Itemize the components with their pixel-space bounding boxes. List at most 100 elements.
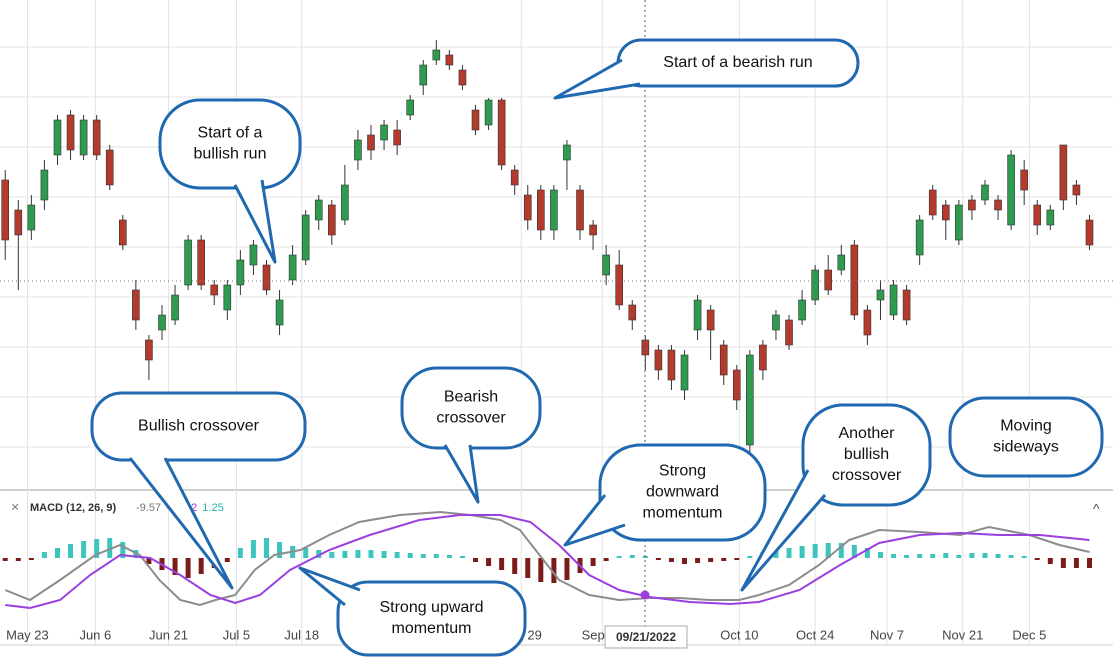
candle-body [210, 284, 219, 296]
histogram-bar [838, 543, 844, 558]
histogram-bar [1073, 558, 1079, 568]
candle-body [184, 239, 192, 286]
histogram-bar [538, 558, 544, 582]
histogram-bar [721, 558, 727, 561]
callout-tail [298, 566, 361, 607]
histogram-bar [28, 558, 34, 560]
callout-text: momentum [642, 505, 722, 522]
histogram-bar [316, 550, 322, 558]
close-icon[interactable]: × [11, 499, 19, 515]
candle-body [837, 254, 846, 271]
histogram-bar [263, 538, 269, 558]
candle-body [40, 169, 49, 201]
histogram-bar [172, 558, 178, 575]
histogram-bar [1034, 558, 1040, 560]
histogram-bar [1008, 555, 1014, 558]
candle-body [863, 309, 872, 336]
histogram-bar [995, 554, 1001, 558]
x-tick-label: Oct 24 [796, 627, 834, 642]
candle-body [79, 119, 88, 156]
collapse-icon[interactable]: ^ [1093, 501, 1100, 517]
histogram-bar [629, 555, 635, 558]
candle-body [158, 314, 166, 331]
candle-body [550, 189, 558, 231]
candle-body [223, 284, 232, 311]
candle-body [941, 204, 950, 221]
histogram-bar [1021, 556, 1027, 558]
candle-body [1020, 169, 1028, 191]
histogram-bar [407, 553, 413, 558]
histogram-bar [277, 542, 283, 558]
macd-line [4, 510, 1090, 607]
callout-text: sideways [993, 439, 1059, 456]
crosshair-date: 09/21/2022 [604, 625, 688, 649]
histogram-bar [420, 554, 426, 558]
candle-body [968, 199, 976, 211]
candle-body [628, 304, 637, 321]
callout-text: Strong upward [379, 599, 483, 616]
histogram-bar [107, 538, 113, 558]
macd-readout: -9.57 [136, 502, 161, 514]
candle-body [288, 254, 297, 281]
callout-text: crossover [832, 467, 902, 484]
callout-text: downward [646, 484, 719, 501]
candle-body [236, 259, 245, 286]
candle-body [66, 114, 75, 151]
callout-text: Another [838, 425, 895, 442]
candle-body [367, 134, 375, 151]
candle-body [118, 219, 127, 246]
candle-body [432, 49, 441, 61]
candle-body [341, 184, 349, 221]
callout-text: bullish [844, 446, 889, 463]
callout: Bullish crossover [90, 391, 307, 590]
callout-bubble [598, 443, 767, 542]
candle-body [889, 284, 898, 316]
histogram-bar [969, 553, 975, 558]
histogram-bar [2, 558, 8, 561]
candle-body [955, 204, 963, 241]
crosshair-date-box [604, 625, 688, 649]
candle-body [667, 349, 676, 381]
histogram-bar [812, 544, 818, 558]
histogram-bar [930, 554, 936, 558]
histogram-bar [564, 558, 570, 580]
histogram-bar [603, 558, 609, 561]
callout: Strong downward momentum [563, 443, 767, 547]
candle-body [785, 319, 793, 346]
macd-line [5, 514, 1090, 610]
callout: Another bullish crossover [740, 403, 932, 592]
candle-body [693, 299, 702, 331]
histogram-bar [917, 554, 923, 558]
candle-body [654, 349, 663, 371]
histogram-bar [54, 548, 60, 558]
candle-body [1072, 184, 1081, 196]
candle-body [1, 179, 10, 241]
candle-body [197, 239, 205, 286]
histogram-bar [41, 552, 47, 558]
candle-body [981, 184, 989, 201]
callout-tail-fill [742, 470, 825, 590]
candle-body [994, 199, 1002, 211]
candle-body [876, 289, 885, 301]
callout-text: momentum [391, 620, 471, 637]
callout-text: Bullish crossover [138, 418, 260, 435]
candle-body [301, 214, 310, 261]
candle-body [641, 339, 650, 356]
candle-body [798, 299, 806, 321]
candle-body [328, 204, 336, 236]
x-tick-label: Jul 18 [284, 627, 319, 642]
candle-body [1059, 144, 1068, 201]
candle-body [171, 294, 179, 321]
histogram-bar [433, 554, 439, 558]
candle-body [380, 124, 388, 141]
x-tick-label: Nov 21 [942, 627, 983, 642]
candle-body [824, 269, 833, 291]
histogram-bar [708, 558, 714, 562]
candle-body [132, 289, 140, 321]
histogram-bar [381, 551, 387, 558]
histogram-bar [224, 558, 230, 562]
histogram-bar [799, 546, 805, 558]
macd-title: MACD (12, 26, 9) [30, 502, 117, 514]
histogram-bar [655, 558, 661, 560]
histogram-bar [695, 558, 701, 563]
